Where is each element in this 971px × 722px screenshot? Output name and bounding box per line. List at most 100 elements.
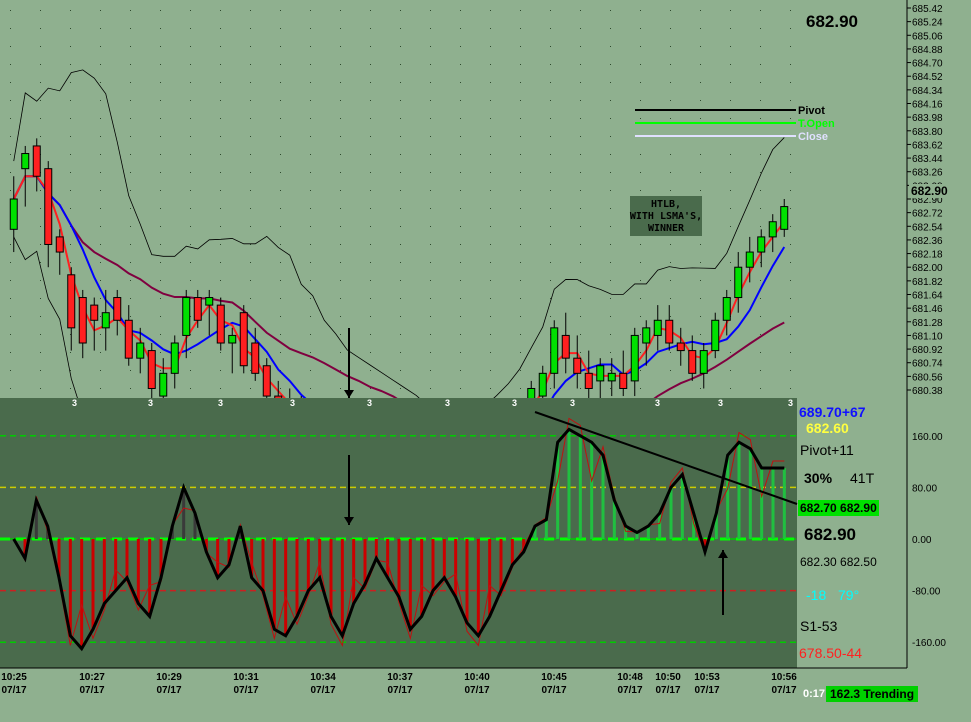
- grid-dot: [580, 334, 581, 335]
- price-tick-label: 682.90: [912, 195, 943, 206]
- grid-dot: [730, 208, 731, 209]
- grid-dot: [370, 100, 371, 101]
- candle-body: [251, 342, 260, 374]
- grid-dot: [10, 82, 11, 83]
- time-label: 10:50: [655, 672, 681, 683]
- grid-dot: [790, 46, 791, 47]
- grid-dot: [160, 172, 161, 173]
- price-tick-label: 681.64: [912, 291, 943, 302]
- bar-marker: 3: [218, 398, 223, 408]
- grid-dot: [490, 262, 491, 263]
- grid-dot: [40, 190, 41, 191]
- grid-dot: [700, 262, 701, 263]
- grid-dot: [100, 46, 101, 47]
- grid-dot: [250, 280, 251, 281]
- grid-dot: [700, 10, 701, 11]
- price-tick-label: 684.70: [912, 59, 943, 70]
- candle-body: [734, 266, 743, 299]
- grid-dot: [790, 262, 791, 263]
- up-arrow-osc-head: [718, 550, 728, 558]
- grid-dot: [610, 262, 611, 263]
- grid-dot: [220, 10, 221, 11]
- grid-dot: [220, 370, 221, 371]
- grid-dot: [790, 190, 791, 191]
- grid-dot: [550, 100, 551, 101]
- grid-dot: [130, 136, 131, 137]
- grid-dot: [250, 262, 251, 263]
- grid-dot: [700, 64, 701, 65]
- grid-dot: [10, 136, 11, 137]
- grid-dot: [730, 82, 731, 83]
- candle-body: [182, 297, 191, 336]
- grid-dot: [190, 10, 191, 11]
- grid-dot: [430, 46, 431, 47]
- grid-dot: [280, 244, 281, 245]
- grid-dot: [670, 154, 671, 155]
- grid-dot: [640, 262, 641, 263]
- legend-label: Pivot: [798, 105, 825, 117]
- grid-dot: [280, 100, 281, 101]
- grid-dot: [640, 172, 641, 173]
- candle-body: [44, 168, 53, 245]
- grid-dot: [730, 388, 731, 389]
- grid-dot: [640, 82, 641, 83]
- grid-dot: [550, 190, 551, 191]
- grid-dot: [460, 172, 461, 173]
- time-label: 10:37: [387, 672, 413, 683]
- candle-body: [653, 319, 662, 336]
- grid-dot: [40, 46, 41, 47]
- grid-dot: [370, 82, 371, 83]
- grid-dot: [460, 10, 461, 11]
- grid-dot: [730, 226, 731, 227]
- grid-dot: [700, 280, 701, 281]
- grid-dot: [40, 136, 41, 137]
- grid-dot: [490, 190, 491, 191]
- grid-dot: [310, 100, 311, 101]
- grid-dot: [730, 352, 731, 353]
- grid-dot: [700, 82, 701, 83]
- grid-dot: [40, 64, 41, 65]
- grid-dot: [790, 28, 791, 29]
- grid-dot: [580, 28, 581, 29]
- grid-dot: [220, 208, 221, 209]
- grid-dot: [100, 316, 101, 317]
- grid-dot: [430, 64, 431, 65]
- bar-marker: 3: [290, 398, 295, 408]
- grid-dot: [670, 280, 671, 281]
- grid-dot: [70, 370, 71, 371]
- grid-dot: [40, 244, 41, 245]
- current-price-label: 682.90: [804, 525, 856, 544]
- grid-dot: [580, 10, 581, 11]
- grid-dot: [490, 298, 491, 299]
- grid-dot: [250, 100, 251, 101]
- grid-dot: [70, 154, 71, 155]
- grid-dot: [100, 172, 101, 173]
- grid-dot: [370, 10, 371, 11]
- grid-dot: [610, 118, 611, 119]
- grid-dot: [730, 370, 731, 371]
- candle-body: [596, 365, 605, 382]
- grid-dot: [610, 244, 611, 245]
- grid-dot: [400, 136, 401, 137]
- grid-dot: [670, 352, 671, 353]
- time-label: 10:31: [233, 672, 259, 683]
- grid-dot: [520, 370, 521, 371]
- price-tick-label: 684.34: [912, 86, 943, 97]
- grid-dot: [160, 226, 161, 227]
- grid-dot: [250, 352, 251, 353]
- grid-dot: [400, 388, 401, 389]
- grid-dot: [700, 298, 701, 299]
- bar-marker: 3: [655, 398, 660, 408]
- grid-dot: [190, 388, 191, 389]
- candle-body: [538, 372, 547, 397]
- grid-dot: [760, 100, 761, 101]
- grid-dot: [160, 82, 161, 83]
- candle-body: [780, 206, 789, 230]
- candle-body: [216, 304, 225, 344]
- grid-dot: [310, 46, 311, 47]
- grid-dot: [280, 298, 281, 299]
- grid-dot: [280, 28, 281, 29]
- bar-marker: 3: [788, 398, 793, 408]
- grid-dot: [610, 226, 611, 227]
- grid-dot: [130, 28, 131, 29]
